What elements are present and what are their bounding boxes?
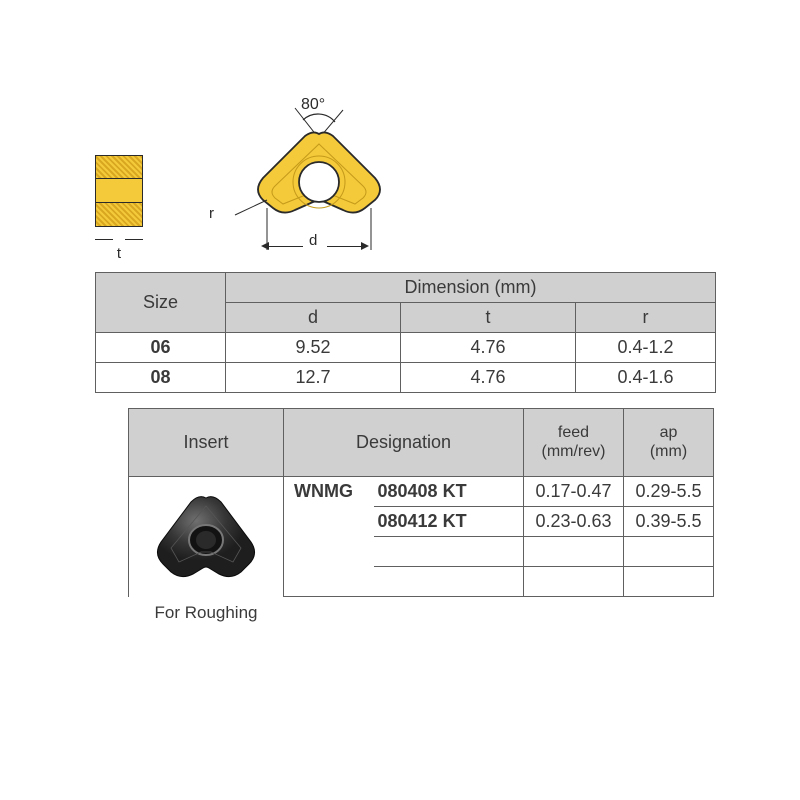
t-cell: 4.76 (401, 363, 576, 393)
size-cell: 08 (96, 363, 226, 393)
r-cell: 0.4-1.2 (576, 333, 716, 363)
designation-table: Insert Designation feed(mm/rev) ap(mm) (128, 408, 714, 623)
t-dimension-label: t (91, 245, 147, 262)
top-view-diagram: 80° r d (225, 100, 415, 265)
table-row: 06 9.52 4.76 0.4-1.2 (96, 333, 716, 363)
feed-cell: 0.17-0.47 (524, 477, 624, 507)
d-cell: 9.52 (226, 333, 401, 363)
size-cell: 06 (96, 333, 226, 363)
insert-header: Insert (129, 409, 284, 477)
ap-cell: 0.29-5.5 (624, 477, 714, 507)
table-row: 08 12.7 4.76 0.4-1.6 (96, 363, 716, 393)
d-dimension-label: d (309, 232, 317, 249)
ap-header: ap(mm) (624, 409, 714, 477)
feed-header: feed(mm/rev) (524, 409, 624, 477)
col-t: t (401, 303, 576, 333)
code-cell: 080408 KT (374, 477, 524, 507)
r-dimension-label: r (209, 205, 214, 222)
col-d: d (226, 303, 401, 333)
dimension-header: Dimension (mm) (226, 273, 716, 303)
t-cell: 4.76 (401, 333, 576, 363)
ap-cell: 0.39-5.5 (624, 507, 714, 537)
diagram-area: t 80° r d (95, 100, 565, 270)
d-cell: 12.7 (226, 363, 401, 393)
table-row: WNMG 080408 KT 0.17-0.47 0.29-5.5 (129, 477, 714, 507)
insert-caption: For Roughing (129, 597, 284, 623)
size-header: Size (96, 273, 226, 333)
feed-cell: 0.23-0.63 (524, 507, 624, 537)
angle-label: 80° (301, 96, 325, 114)
trigon-insert-icon (225, 100, 415, 260)
side-view-diagram: t (95, 155, 150, 227)
dimension-table: Size Dimension (mm) d t r 06 9.52 4.76 0… (95, 272, 716, 393)
col-r: r (576, 303, 716, 333)
dark-insert-icon (151, 492, 261, 587)
code-cell: 080412 KT (374, 507, 524, 537)
designation-header: Designation (284, 409, 524, 477)
designation-prefix: WNMG (284, 477, 374, 597)
insert-image-cell (129, 477, 284, 597)
r-cell: 0.4-1.6 (576, 363, 716, 393)
